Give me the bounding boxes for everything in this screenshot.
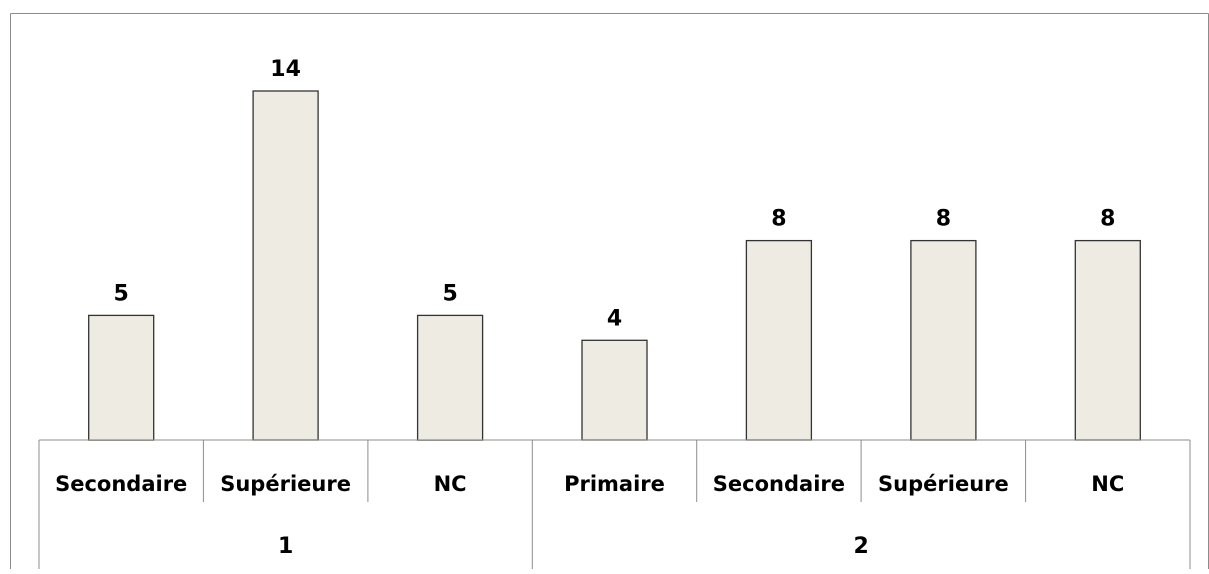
bar	[745, 239, 813, 441]
data-label: 8	[1100, 207, 1115, 232]
data-label: 5	[114, 281, 129, 306]
category-tick-label: NC	[1091, 472, 1124, 496]
group-label: 1	[278, 534, 293, 559]
data-label: 8	[936, 207, 951, 232]
data-label: 8	[771, 207, 786, 232]
bar	[1074, 239, 1141, 441]
category-axis: Secondaire Supérieure NC Primaire Secondaire…	[38, 439, 1191, 569]
bar	[416, 314, 484, 441]
data-label: 4	[607, 306, 622, 331]
bar	[88, 314, 155, 441]
category-tick-label: Supérieure	[878, 472, 1009, 496]
category-tick-label: Secondaire	[713, 472, 845, 496]
data-label: 5	[442, 281, 457, 306]
category-tick-label: Supérieure	[220, 472, 351, 496]
data-label: 14	[270, 57, 301, 82]
group-label: 2	[853, 534, 868, 559]
data-labels: 5 14 5 4 8 8 8	[114, 57, 1116, 331]
category-tick-label: Secondaire	[55, 472, 187, 496]
bar	[252, 90, 319, 441]
bars	[88, 90, 1141, 441]
bar	[910, 239, 977, 441]
category-tick-label: Primaire	[564, 472, 665, 496]
bar	[581, 339, 648, 441]
category-tick-label: NC	[434, 472, 467, 496]
